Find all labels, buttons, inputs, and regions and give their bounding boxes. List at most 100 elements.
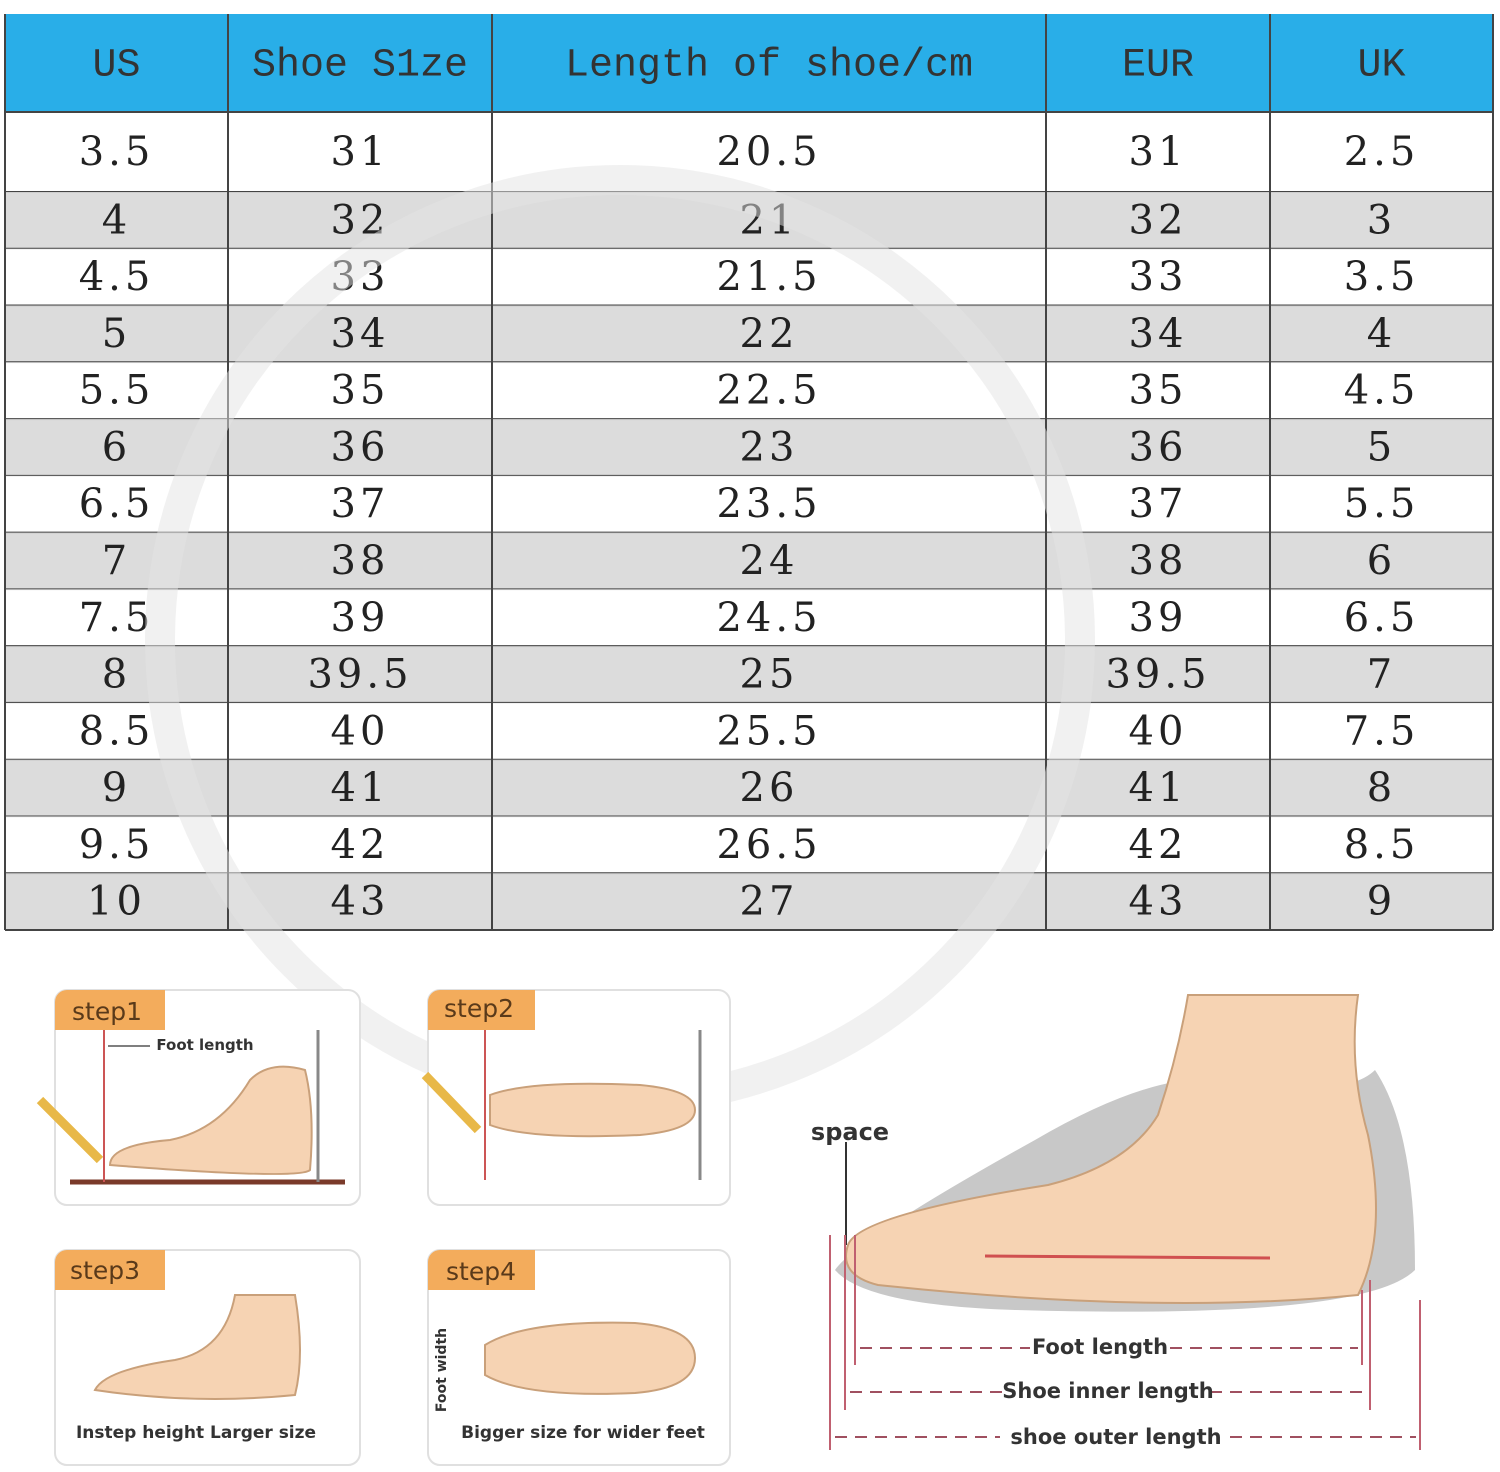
table-cell: 39 — [331, 595, 390, 641]
step4-box: step4 Foot width Bigger size for wider f… — [427, 1249, 731, 1466]
header-cell: UK — [1357, 44, 1405, 89]
caption: Bigger size for wider feet — [461, 1423, 705, 1443]
row-bg — [5, 759, 1493, 817]
row-bg — [5, 248, 1493, 306]
table-cell: 8.5 — [79, 708, 155, 754]
table-cell: 42 — [331, 822, 390, 868]
table-cell: 5 — [102, 311, 131, 357]
step-label: step4 — [446, 1257, 516, 1286]
table-cell: 41 — [331, 765, 390, 811]
table-cell: 4.5 — [79, 254, 155, 300]
row-bg — [5, 475, 1493, 533]
table-cell: 4 — [1367, 311, 1396, 357]
table-cell: 6 — [1367, 538, 1396, 584]
table-cell: 43 — [1129, 879, 1188, 925]
shoe-diagram: space Foot length Shoe inner length shoe… — [811, 994, 1421, 1450]
row-bg — [5, 702, 1493, 760]
space-label: space — [811, 1118, 889, 1146]
table-cell: 22.5 — [716, 368, 821, 414]
row-bg — [5, 646, 1493, 703]
table-cell: 8 — [102, 652, 131, 698]
table-cell: 8.5 — [1344, 822, 1420, 868]
header-bg — [5, 14, 1493, 112]
table-cell: 3.5 — [1344, 254, 1420, 300]
header-cell: US — [92, 44, 140, 89]
step-label: step2 — [444, 994, 514, 1023]
size-table: US Shoe S1ze Length of shoe/cm EUR UK 3.5 31 20… — [4, 14, 1494, 931]
table-cell: 7.5 — [1344, 708, 1420, 754]
table-cell: 25 — [740, 652, 799, 698]
table-cell: 5.5 — [79, 368, 155, 414]
table-cell: 43 — [331, 879, 390, 925]
table-cell: 10 — [87, 879, 146, 925]
table-cell: 36 — [1129, 424, 1188, 470]
table-cell: 37 — [331, 481, 390, 527]
table-cell: 7 — [102, 538, 131, 584]
table-cell: 40 — [331, 708, 390, 754]
table-cell: 4.5 — [1344, 368, 1420, 414]
table-cell: 9 — [1367, 879, 1396, 925]
table-cell: 39 — [1129, 595, 1188, 641]
table-cell: 4 — [102, 197, 131, 243]
table-cell: 37 — [1129, 481, 1188, 527]
table-cell: 34 — [1129, 311, 1188, 357]
table-cell: 26 — [740, 765, 799, 811]
table-cell: 3 — [1367, 197, 1396, 243]
table-cell: 7 — [1367, 652, 1396, 698]
table-cell: 31 — [1129, 129, 1188, 175]
note: Foot width — [434, 1328, 450, 1412]
caption: Instep height Larger size — [76, 1423, 316, 1443]
table-cell: 24 — [740, 538, 799, 584]
table-cell: 26.5 — [716, 822, 821, 868]
table-cell: 22 — [740, 311, 799, 357]
inner-length-label: Shoe inner length — [1002, 1379, 1213, 1403]
table-cell: 6 — [102, 424, 131, 470]
table-cell: 35 — [1129, 368, 1188, 414]
row-bg — [5, 112, 1493, 192]
table-cell: 39.5 — [1105, 652, 1210, 698]
table-cell: 3.5 — [79, 129, 155, 175]
table-cell: 38 — [1129, 538, 1188, 584]
table-cell: 35 — [331, 368, 390, 414]
table-cell: 7.5 — [79, 595, 155, 641]
table-cell: 21.5 — [716, 254, 821, 300]
table-cell: 25.5 — [716, 708, 821, 754]
note: Foot length — [156, 1036, 253, 1054]
table-cell: 27 — [740, 879, 799, 925]
row-bg — [5, 419, 1493, 476]
table-cell: 5 — [1367, 424, 1396, 470]
outer-length-label: shoe outer length — [1010, 1425, 1221, 1449]
table-cell: 42 — [1129, 822, 1188, 868]
table-cell: 39.5 — [307, 652, 412, 698]
row-bg — [5, 589, 1493, 647]
step2-box: step2 — [421, 989, 731, 1206]
table-cell: 23 — [740, 424, 799, 470]
table-cell: 20.5 — [716, 129, 821, 175]
table-cell: 6.5 — [1344, 595, 1420, 641]
table-cell: 8 — [1367, 765, 1396, 811]
table-cell: 9 — [102, 765, 131, 811]
table-cell: 40 — [1129, 708, 1188, 754]
table-cell: 34 — [331, 311, 390, 357]
table-cell: 36 — [331, 424, 390, 470]
table-cell: 32 — [1129, 197, 1188, 243]
table-cell: 24.5 — [716, 595, 821, 641]
step-label: step3 — [70, 1256, 140, 1285]
header-cell: Shoe S1ze — [252, 44, 468, 89]
table-cell: 41 — [1129, 765, 1188, 811]
table-cell: 33 — [1129, 254, 1188, 300]
header-cell: EUR — [1122, 44, 1194, 89]
table-cell: 2.5 — [1344, 129, 1420, 175]
table-cell: 9.5 — [79, 822, 155, 868]
table-cell: 23.5 — [716, 481, 821, 527]
foot-length-label: Foot length — [1032, 1335, 1168, 1359]
header-cell: Length of shoe/cm — [565, 44, 973, 89]
row-bg — [5, 532, 1493, 590]
step-label: step1 — [72, 997, 142, 1026]
table-cell: 31 — [331, 129, 390, 175]
table-cell: 5.5 — [1344, 481, 1420, 527]
row-bg — [5, 816, 1493, 874]
table-cell: 6.5 — [79, 481, 155, 527]
table-cell: 38 — [331, 538, 390, 584]
